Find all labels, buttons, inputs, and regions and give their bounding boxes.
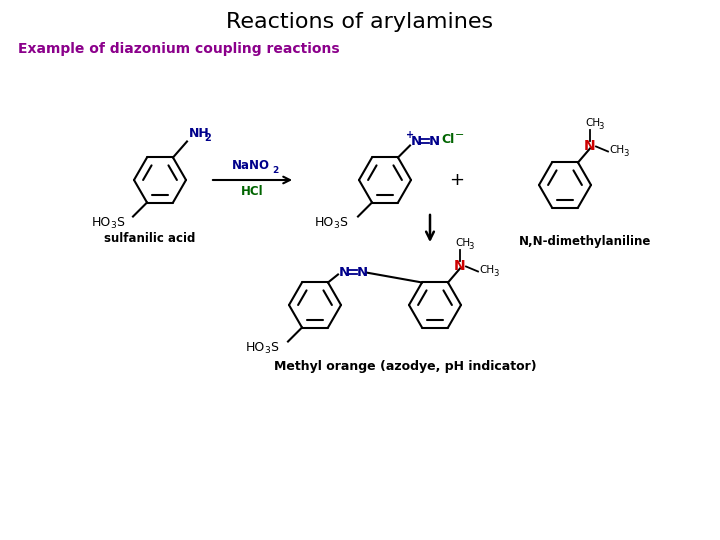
Text: N: N <box>357 266 368 279</box>
Text: CH: CH <box>585 118 600 129</box>
Text: 3: 3 <box>264 346 270 355</box>
Text: HO: HO <box>315 216 334 229</box>
Text: CH: CH <box>455 239 470 248</box>
Text: Cl: Cl <box>441 133 454 146</box>
Text: HO: HO <box>92 216 112 229</box>
Text: 3: 3 <box>468 242 473 252</box>
Text: NaNO: NaNO <box>232 159 269 172</box>
Text: CH: CH <box>479 266 494 275</box>
Text: +: + <box>406 131 414 140</box>
Text: N: N <box>411 135 422 148</box>
Text: Example of diazonium coupling reactions: Example of diazonium coupling reactions <box>18 42 340 56</box>
Text: S: S <box>339 216 347 229</box>
Text: Methyl orange (azodye, pH indicator): Methyl orange (azodye, pH indicator) <box>274 360 536 373</box>
Text: 2: 2 <box>204 133 211 144</box>
Text: S: S <box>116 216 124 229</box>
Text: CH: CH <box>609 145 624 156</box>
Text: N: N <box>429 135 440 148</box>
Text: N: N <box>454 260 466 273</box>
Text: 2: 2 <box>272 166 279 175</box>
Text: 3: 3 <box>110 221 116 230</box>
Text: HCl: HCl <box>241 185 264 198</box>
Text: 3: 3 <box>493 269 498 278</box>
Text: 3: 3 <box>333 221 338 230</box>
Text: 3: 3 <box>598 123 603 131</box>
Text: Reactions of arylamines: Reactions of arylamines <box>226 12 494 32</box>
Text: sulfanilic acid: sulfanilic acid <box>104 232 196 245</box>
Text: N,N-dimethylaniline: N,N-dimethylaniline <box>519 235 651 248</box>
Text: HO: HO <box>246 341 265 354</box>
Text: NH: NH <box>189 127 210 140</box>
Text: +: + <box>449 171 464 189</box>
Text: N: N <box>339 266 350 279</box>
Text: S: S <box>270 341 278 354</box>
Text: 3: 3 <box>623 149 629 158</box>
Text: N: N <box>584 139 596 153</box>
Text: −: − <box>455 131 464 140</box>
